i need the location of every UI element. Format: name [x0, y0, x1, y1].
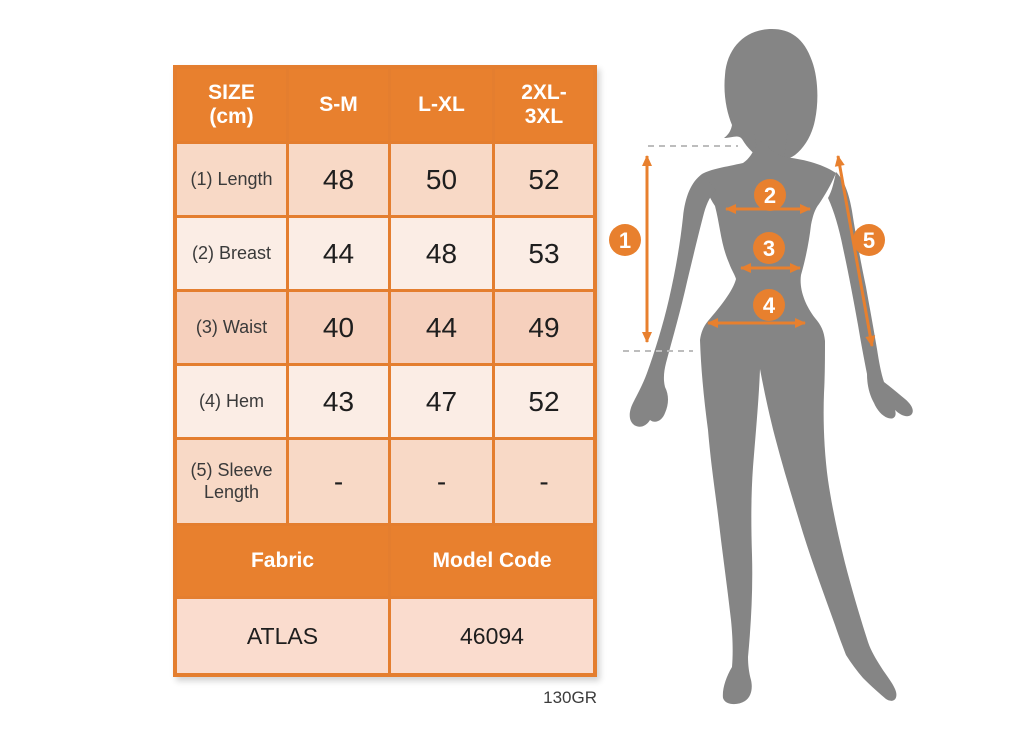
svg-text:4: 4: [763, 293, 776, 318]
row-label-hem: (4) Hem: [177, 366, 286, 437]
marker-3: 3: [753, 232, 785, 264]
marker-5: 5: [853, 224, 885, 256]
waist-sm-value: 40: [289, 292, 388, 363]
marker-1: 1: [609, 224, 641, 256]
waist-2xl3xl-value: 49: [495, 292, 593, 363]
length-2xl3xl-value: 52: [495, 144, 593, 215]
length-sm-value: 48: [289, 144, 388, 215]
breast-lxl-value: 48: [391, 218, 492, 289]
model-code-value: 46094: [391, 599, 593, 673]
marker-4: 4: [753, 289, 785, 321]
svg-text:2: 2: [764, 183, 776, 208]
hem-sm-value: 43: [289, 366, 388, 437]
waist-lxl-value: 44: [391, 292, 492, 363]
svg-text:1: 1: [619, 228, 631, 253]
row-label-length: (1) Length: [177, 144, 286, 215]
svg-text:3: 3: [763, 236, 775, 261]
model-code-header: Model Code: [391, 526, 593, 596]
hem-2xl3xl-value: 52: [495, 366, 593, 437]
sleeve-2xl3xl-value: -: [495, 440, 593, 523]
woman-silhouette: [629, 29, 913, 705]
hem-lxl-value: 47: [391, 366, 492, 437]
sleeve-sm-value: -: [289, 440, 388, 523]
svg-text:5: 5: [863, 228, 875, 253]
measurement-figure: 1 2 3 4 5: [609, 29, 913, 705]
row-label-sleeve-length: (5) Sleeve Length: [177, 440, 286, 523]
sleeve-lxl-value: -: [391, 440, 492, 523]
silhouette-right-arm: [828, 172, 913, 419]
silhouette-left-arm: [629, 174, 716, 427]
silhouette-body: [700, 141, 897, 705]
column-header-size: SIZE (cm): [177, 69, 286, 141]
size-table: SIZE (cm) S-M L-XL 2XL-3XL (1) Length 48…: [173, 65, 597, 677]
column-header-sm: S-M: [289, 69, 388, 141]
row-label-waist: (3) Waist: [177, 292, 286, 363]
silhouette-head: [724, 29, 818, 162]
column-header-lxl: L-XL: [391, 69, 492, 141]
length-lxl-value: 50: [391, 144, 492, 215]
fabric-value: ATLAS: [177, 599, 388, 673]
fabric-header: Fabric: [177, 526, 388, 596]
sleeve-arrow: [834, 155, 876, 347]
column-header-2xl3xl: 2XL-3XL: [495, 69, 593, 141]
breast-2xl3xl-value: 53: [495, 218, 593, 289]
breast-sm-value: 44: [289, 218, 388, 289]
marker-2: 2: [754, 179, 786, 211]
weight-note: 130GR: [543, 688, 597, 707]
row-label-breast: (2) Breast: [177, 218, 286, 289]
